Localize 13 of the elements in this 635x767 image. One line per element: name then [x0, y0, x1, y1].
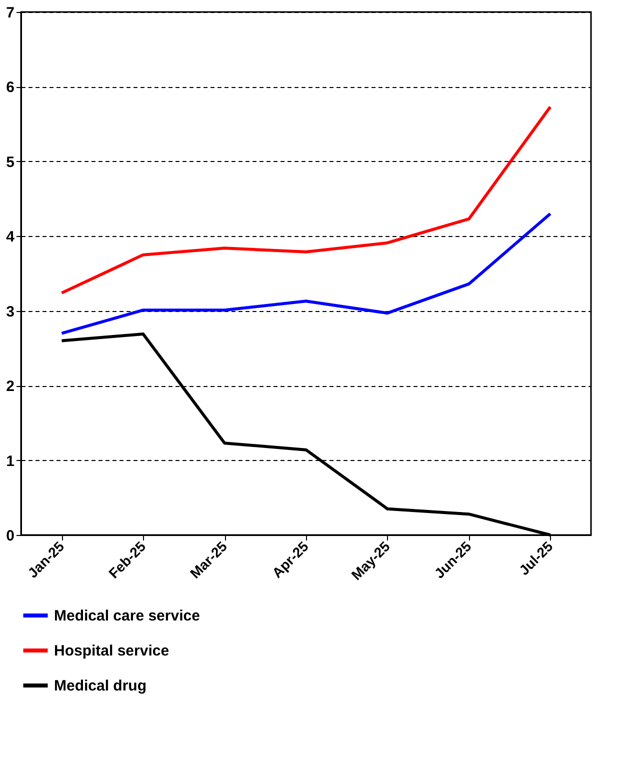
- y-tick-label: 2: [6, 378, 14, 396]
- y-tick-label: 5: [6, 154, 14, 171]
- line-series: [60, 105, 552, 294]
- y-tick-label: 0: [6, 528, 14, 544]
- legend-label: Hospital service: [54, 642, 170, 660]
- y-tick-label: 7: [6, 4, 14, 22]
- y-tick-label: 6: [6, 79, 14, 96]
- y-tick-label: 1: [6, 452, 14, 470]
- y-tick-label: 4: [6, 228, 16, 246]
- line-series: [60, 212, 552, 335]
- legend-label: Medical drug: [54, 678, 147, 694]
- y-tick-label: 3: [6, 303, 14, 320]
- legend-label: Medical care service: [54, 608, 200, 624]
